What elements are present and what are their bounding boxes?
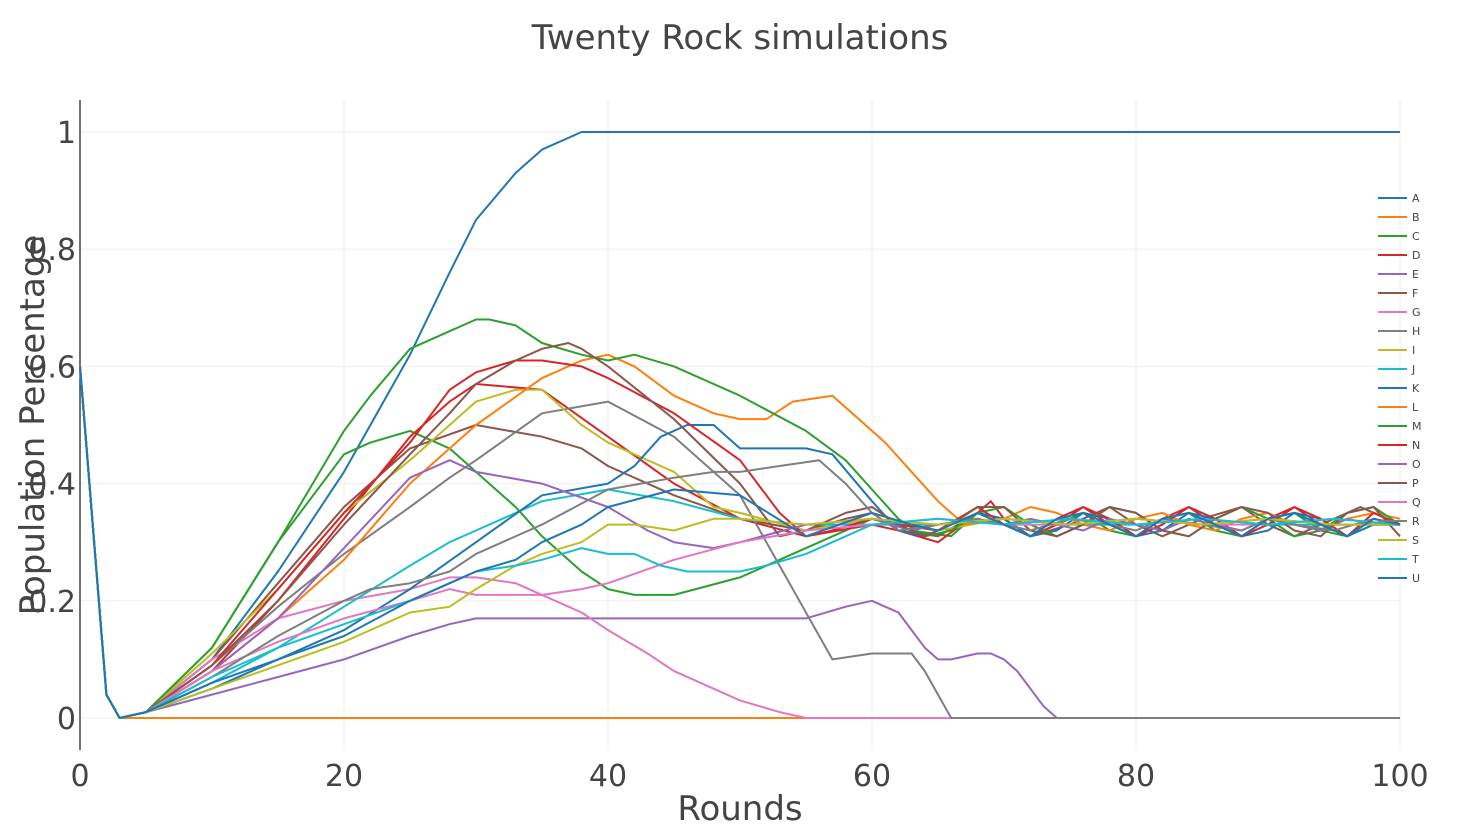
legend-item-o[interactable]: O <box>1378 458 1421 471</box>
legend-label: K <box>1412 382 1420 395</box>
legend-label: P <box>1412 477 1419 490</box>
legend-item-p[interactable]: P <box>1378 477 1419 490</box>
series-lines <box>79 131 1401 719</box>
legend-item-e[interactable]: E <box>1378 268 1419 281</box>
series-line-t <box>79 366 1401 719</box>
series-line-l <box>79 353 1401 719</box>
x-tick-label: 40 <box>589 759 627 794</box>
legend-item-c[interactable]: C <box>1378 230 1420 243</box>
y-tick-label: 1 <box>57 116 76 151</box>
x-axis-title: Rounds <box>677 789 802 829</box>
series-line-p <box>79 342 1401 719</box>
legend-label: H <box>1412 325 1420 338</box>
legend-item-m[interactable]: M <box>1378 420 1422 433</box>
legend-label: R <box>1412 515 1420 528</box>
legend-label: N <box>1412 439 1420 452</box>
legend-label: F <box>1412 287 1418 300</box>
legend-item-n[interactable]: N <box>1378 439 1420 452</box>
legend-item-j[interactable]: J <box>1378 363 1415 376</box>
legend-label: E <box>1412 268 1419 281</box>
legend-label: L <box>1412 401 1419 414</box>
legend-item-h[interactable]: H <box>1378 325 1420 338</box>
legend-item-r[interactable]: R <box>1378 515 1420 528</box>
legend-label: C <box>1412 230 1420 243</box>
legend-item-f[interactable]: F <box>1378 287 1418 300</box>
legend-item-q[interactable]: Q <box>1378 496 1421 509</box>
legend-item-t[interactable]: T <box>1378 553 1419 566</box>
legend-label: M <box>1412 420 1422 433</box>
series-line-r <box>79 366 1401 719</box>
y-tick-label: 0 <box>57 702 76 737</box>
legend-label: Q <box>1412 496 1421 509</box>
legend-label: A <box>1412 192 1420 205</box>
legend-label: G <box>1412 306 1421 319</box>
chart-title: Twenty Rock simulations <box>531 18 949 58</box>
x-tick-label: 60 <box>853 759 891 794</box>
legend-item-s[interactable]: S <box>1378 534 1419 547</box>
legend-item-a[interactable]: A <box>1378 192 1420 205</box>
legend-label: S <box>1412 534 1419 547</box>
legend-label: I <box>1412 344 1415 357</box>
tick-labels: 0 20 40 60 80 100 0 0.2 0.4 0.6 0.8 1 <box>28 116 1428 794</box>
series-line-h <box>79 366 1400 719</box>
legend-label: B <box>1412 211 1420 224</box>
x-tick-label: 80 <box>1117 759 1155 794</box>
y-tick-label: 0.8 <box>28 233 76 268</box>
legend-label: D <box>1412 249 1420 262</box>
legend-item-l[interactable]: L <box>1378 401 1419 414</box>
series-line-e <box>79 366 1400 719</box>
legend-item-b[interactable]: B <box>1378 211 1420 224</box>
y-tick-label: 0.4 <box>28 468 76 503</box>
series-line-u <box>79 366 1401 719</box>
legend-label: T <box>1411 553 1419 566</box>
x-tick-label: 0 <box>70 759 89 794</box>
legend-label: J <box>1411 363 1415 376</box>
legend-item-i[interactable]: I <box>1378 344 1415 357</box>
legend-label: O <box>1412 458 1421 471</box>
legend-label: U <box>1412 572 1420 585</box>
series-line-a <box>79 131 1400 719</box>
y-tick-label: 0.2 <box>28 585 76 620</box>
legend-item-g[interactable]: G <box>1378 306 1421 319</box>
grid <box>80 100 1401 750</box>
y-axis-title: Population Percentage <box>13 235 53 616</box>
series-line-g <box>79 366 1400 719</box>
legend-item-k[interactable]: K <box>1378 382 1420 395</box>
x-tick-label: 100 <box>1371 759 1428 794</box>
x-tick-label: 20 <box>325 759 363 794</box>
legend-item-u[interactable]: U <box>1378 572 1420 585</box>
legend-item-d[interactable]: D <box>1378 249 1420 262</box>
y-tick-label: 0.6 <box>28 350 76 385</box>
